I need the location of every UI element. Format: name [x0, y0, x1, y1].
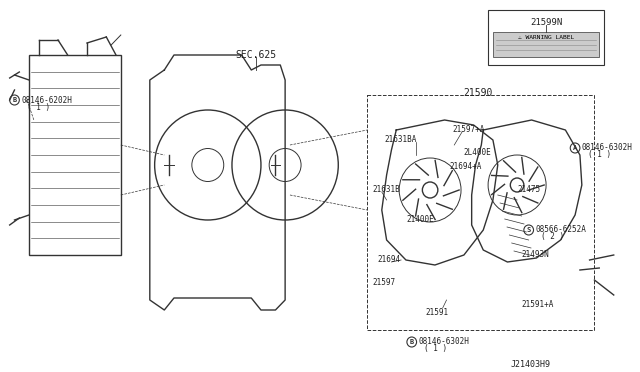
Bar: [493, 32, 599, 57]
Text: B: B: [410, 339, 414, 345]
Text: 21694: 21694: [377, 255, 400, 264]
Text: 21597+A: 21597+A: [452, 125, 484, 134]
Text: 21694+A: 21694+A: [449, 162, 482, 171]
Text: 21591+A: 21591+A: [522, 300, 554, 309]
Text: J21403H9: J21403H9: [511, 360, 551, 369]
Text: ( 1 ): ( 1 ): [424, 344, 447, 353]
Text: 21400E: 21400E: [406, 215, 434, 224]
Text: S: S: [527, 227, 531, 233]
Bar: [29, 55, 121, 255]
Text: 21475: 21475: [517, 185, 540, 194]
Text: 08146-6302H: 08146-6302H: [419, 337, 469, 346]
Text: ( 1 ): ( 1 ): [27, 103, 50, 112]
Text: 21631B: 21631B: [372, 185, 400, 194]
Text: 21599N: 21599N: [530, 18, 562, 27]
Text: A: A: [573, 145, 577, 151]
Text: ⚠ WARNING LABEL: ⚠ WARNING LABEL: [518, 35, 574, 40]
Text: B: B: [12, 97, 17, 103]
Text: 21631BA: 21631BA: [385, 135, 417, 144]
Text: ( 1 ): ( 1 ): [588, 150, 611, 159]
Text: 08566-6252A: 08566-6252A: [536, 225, 586, 234]
Text: 08146-6302H: 08146-6302H: [582, 143, 633, 152]
Text: 21597: 21597: [372, 278, 396, 287]
Text: ( 2 ): ( 2 ): [541, 232, 564, 241]
Text: 21590: 21590: [464, 88, 493, 98]
Text: SEC.625: SEC.625: [236, 50, 276, 60]
Text: 2L400E: 2L400E: [464, 148, 492, 157]
Text: 08146-6202H: 08146-6202H: [21, 96, 72, 105]
Bar: [488, 10, 604, 65]
Text: 21591: 21591: [425, 308, 449, 317]
Text: 21493N: 21493N: [522, 250, 550, 259]
